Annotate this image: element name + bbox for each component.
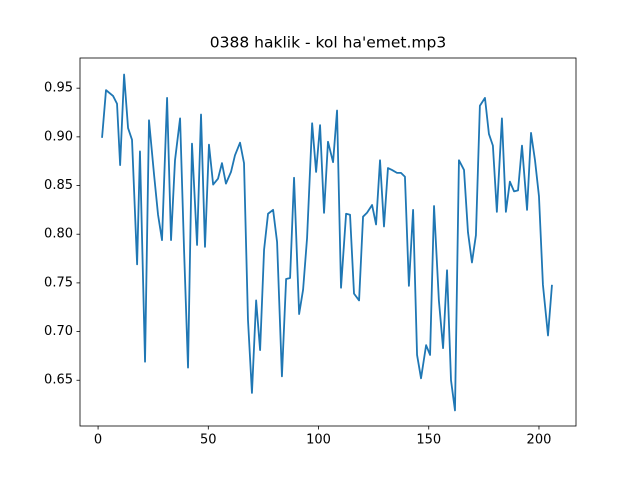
plot-frame [79, 57, 577, 427]
y-tick-label: 0.90 [44, 129, 73, 144]
x-tick-label: 0 [94, 433, 102, 448]
y-tick-label: 0.95 [44, 81, 73, 96]
x-tick-label: 150 [416, 433, 441, 448]
y-tick-label: 0.70 [44, 324, 73, 339]
y-tick-label: 0.85 [44, 178, 73, 193]
data-line [101, 73, 553, 412]
y-tick-label: 0.80 [44, 227, 73, 242]
chart-title: 0388 haklik - kol ha'emet.mp3 [210, 34, 446, 52]
x-tick-label: 100 [306, 433, 331, 448]
x-tick-label: 50 [200, 433, 217, 448]
x-tick-label: 200 [527, 433, 552, 448]
y-tick-label: 0.65 [44, 373, 73, 388]
y-tick-label: 0.75 [44, 275, 73, 290]
